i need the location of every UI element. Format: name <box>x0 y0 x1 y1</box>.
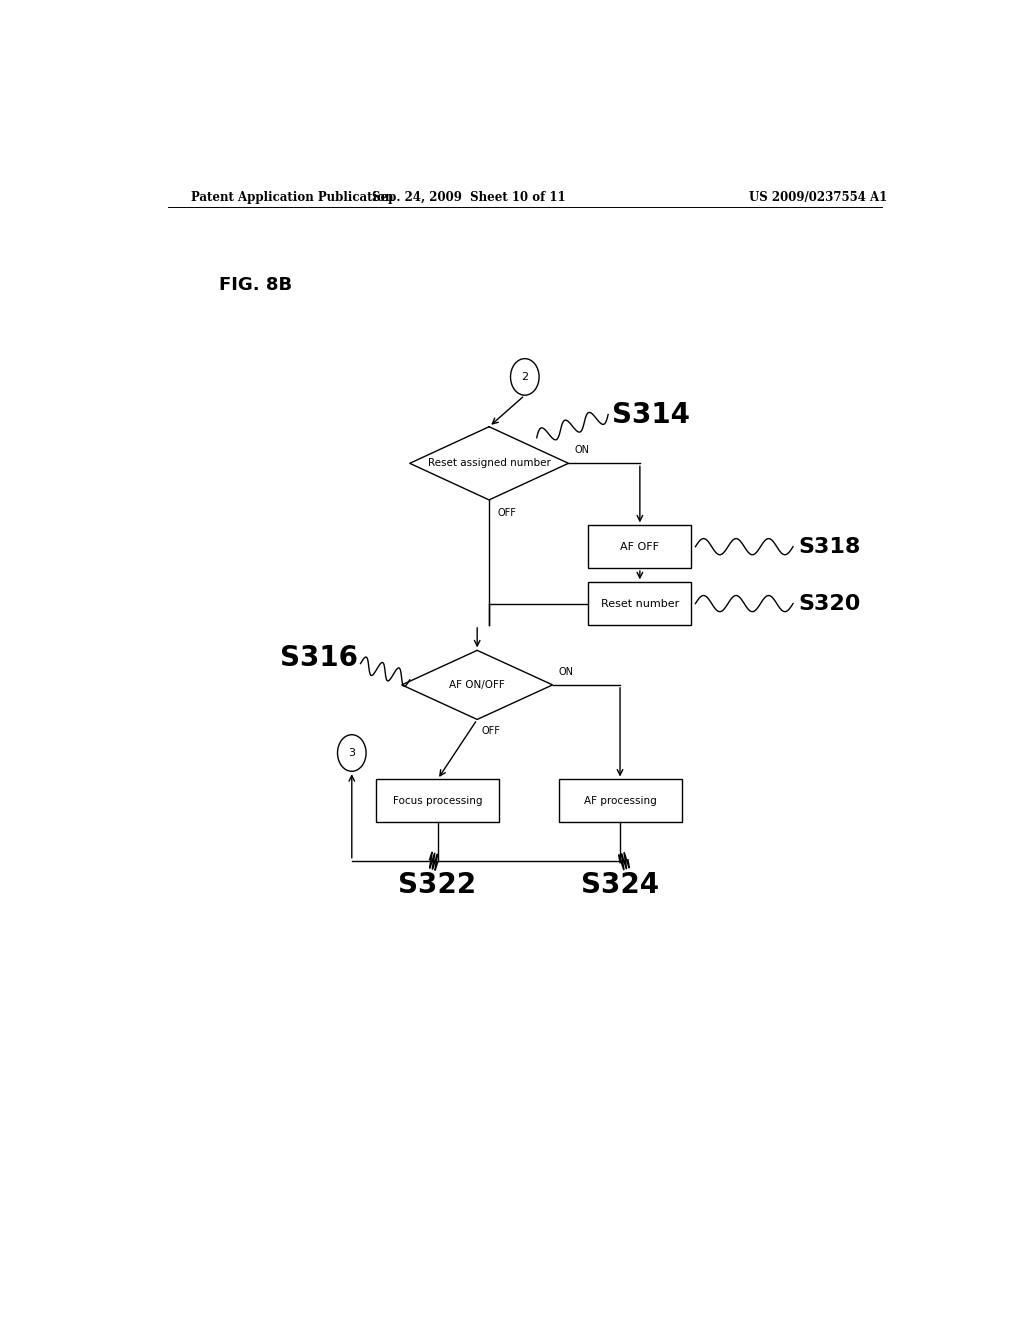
Text: AF OFF: AF OFF <box>621 541 659 552</box>
Text: 3: 3 <box>348 748 355 758</box>
Text: S316: S316 <box>281 644 358 672</box>
Text: US 2009/0237554 A1: US 2009/0237554 A1 <box>750 190 888 203</box>
Bar <box>558 779 682 822</box>
Text: Focus processing: Focus processing <box>393 796 482 805</box>
Text: OFF: OFF <box>497 508 516 517</box>
Text: AF processing: AF processing <box>584 796 656 805</box>
Text: Reset number: Reset number <box>601 598 679 609</box>
Text: S320: S320 <box>799 594 861 614</box>
Text: ON: ON <box>559 667 573 677</box>
Bar <box>376 779 499 822</box>
Text: S314: S314 <box>612 400 690 429</box>
Text: Sep. 24, 2009  Sheet 10 of 11: Sep. 24, 2009 Sheet 10 of 11 <box>373 190 566 203</box>
Text: Reset assigned number: Reset assigned number <box>428 458 551 469</box>
Text: OFF: OFF <box>481 726 500 735</box>
Bar <box>588 525 691 568</box>
Text: AF ON/OFF: AF ON/OFF <box>450 680 505 690</box>
Text: S322: S322 <box>398 871 476 899</box>
Text: 2: 2 <box>521 372 528 381</box>
Text: Patent Application Publication: Patent Application Publication <box>191 190 394 203</box>
Text: FIG. 8B: FIG. 8B <box>219 276 293 294</box>
Text: S324: S324 <box>581 871 659 899</box>
Text: ON: ON <box>574 445 590 455</box>
Bar <box>588 582 691 624</box>
Text: S318: S318 <box>799 537 861 557</box>
